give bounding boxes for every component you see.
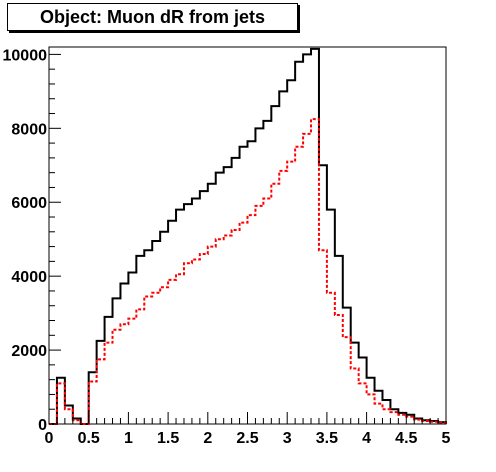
x-tick-label: 3	[283, 430, 292, 447]
x-tick-label: 4.5	[395, 430, 417, 447]
x-tick-label: 5	[442, 430, 451, 447]
plot-frame	[48, 46, 447, 425]
chart-title: Object: Muon dR from jets	[40, 7, 265, 27]
y-tick-label: 2000	[11, 343, 47, 360]
x-tick-label: 2	[203, 430, 212, 447]
series-2-histogram	[49, 118, 447, 425]
x-tick-label: 0	[45, 430, 54, 447]
y-tick-label: 4000	[11, 269, 47, 286]
series-1-histogram	[49, 47, 447, 425]
x-tick-label: 2.5	[236, 430, 258, 447]
x-tick-label: 1	[124, 430, 133, 447]
x-tick-label: 1.5	[157, 430, 179, 447]
x-tick-label: 4	[362, 430, 371, 447]
y-tick-label: 10000	[3, 47, 48, 64]
y-tick-label: 0	[38, 417, 47, 434]
x-tick-label: 0.5	[78, 430, 100, 447]
y-tick-label: 8000	[11, 121, 47, 138]
x-tick-label: 3.5	[316, 430, 338, 447]
chart-title-box: Object: Muon dR from jets	[7, 3, 298, 31]
y-tick-label: 6000	[11, 195, 47, 212]
